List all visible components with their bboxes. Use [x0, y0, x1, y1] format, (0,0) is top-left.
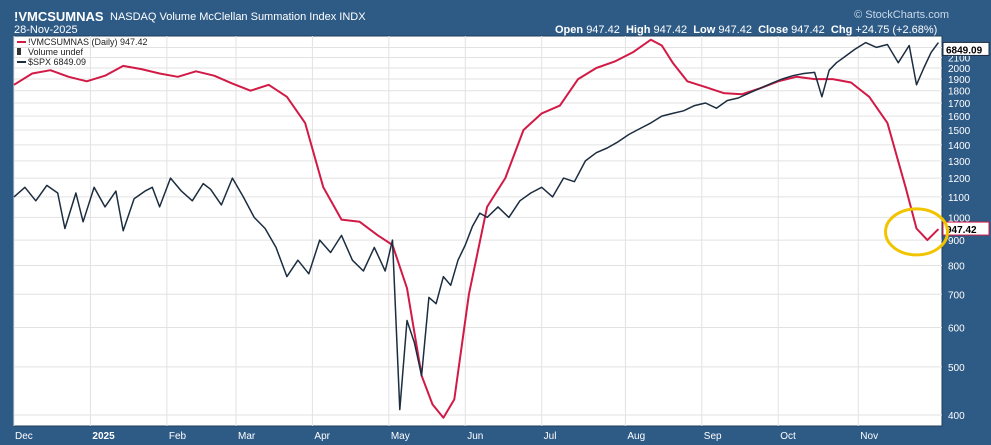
legend-entry: $SPX 6849.09	[28, 57, 86, 67]
y-tick-label: 800	[948, 262, 965, 273]
x-tick-label: Nov	[860, 431, 878, 442]
y-tick-label: 1000	[948, 213, 971, 224]
grid	[13, 36, 942, 426]
x-tick-label: Feb	[169, 431, 187, 442]
low-label: Low	[693, 24, 716, 36]
legend-entry: !VMCSUMNAS (Daily) 947.42	[28, 37, 148, 47]
annotation	[884, 207, 950, 257]
low-value: 947.42	[718, 24, 752, 36]
x-tick-label: Mar	[238, 431, 256, 442]
y-tick-label: 1400	[948, 141, 971, 152]
spx-last-badge: 6849.09	[946, 45, 983, 56]
high-value: 947.42	[653, 24, 688, 36]
highlight-circle	[884, 207, 950, 257]
x-axis-labels: Dec 2025 Feb Mar Apr May Jun Jul Aug Sep Oct Nov	[15, 431, 878, 442]
change-label: Chg	[830, 24, 853, 36]
y-tick-label: 500	[948, 363, 965, 374]
y-tick-label: 600	[948, 324, 965, 335]
series-line-spx	[13, 41, 940, 411]
last-value-badges: 6849.09 947.42	[942, 41, 990, 236]
y-tick-label: 700	[948, 290, 965, 301]
y-tick-label: 1600	[948, 112, 971, 123]
close-label: Close	[758, 24, 789, 36]
y-tick-label: 1300	[948, 157, 971, 168]
x-tick-label: Jul	[544, 431, 557, 442]
y-tick-label: 1900	[948, 75, 971, 86]
y-tick-label: 1500	[948, 126, 971, 137]
legend-entry: Volume undef	[28, 47, 84, 57]
close-value: 947.42	[791, 24, 825, 36]
x-tick-label: Aug	[627, 431, 645, 442]
x-tick-label: Sep	[704, 431, 722, 442]
y-tick-label: 900	[948, 236, 965, 247]
index-full-name: NASDAQ Volume McClellan Summation Index	[110, 11, 337, 23]
symbol-label: !VMCSUMNAS	[14, 9, 104, 24]
x-tick-label: Apr	[314, 431, 330, 442]
change-value: +24.75 (+2.68%)	[855, 24, 938, 36]
x-tick-label: May	[391, 431, 410, 442]
plot-area	[13, 35, 943, 427]
open-value: 947.42	[586, 24, 620, 36]
y-tick-label: 1100	[948, 193, 970, 204]
high-label: High	[625, 24, 651, 36]
vmc-last-badge: 947.42	[946, 225, 977, 236]
y-tick-label: 1800	[948, 87, 971, 98]
y-tick-label: 1200	[948, 174, 971, 185]
y-tick-label: 2000	[948, 64, 971, 75]
y-tick-label: 2100	[948, 53, 971, 64]
credit-label: © StockCharts.com	[854, 9, 949, 21]
y-tick-label: 400	[948, 411, 965, 422]
exchange-label: INDX	[339, 11, 366, 23]
x-tick-label: 2025	[92, 431, 115, 442]
ohlc-readout: Open 947.42 High 947.42 Low 947.42 Close…	[555, 24, 937, 36]
legend-swatch-volume	[17, 48, 21, 55]
chart-date: 28-Nov-2025	[14, 24, 78, 36]
y-tick-label: 1700	[948, 99, 971, 110]
open-label: Open	[555, 24, 584, 36]
series-group	[13, 38, 940, 419]
x-tick-label: Dec	[15, 431, 33, 442]
x-tick-label: Jun	[467, 431, 483, 442]
series-line-vmcsumnas	[13, 38, 940, 419]
vmc-last-badge-box	[942, 221, 990, 236]
index-name: NASDAQ Volume McClellan Summation Index …	[110, 11, 366, 23]
spx-last-badge-box	[942, 41, 990, 56]
x-tick-label: Oct	[780, 431, 796, 442]
